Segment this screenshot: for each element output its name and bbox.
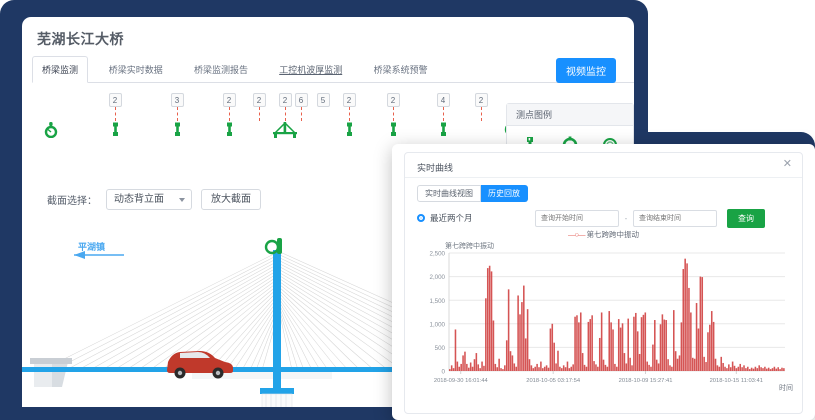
modal-segment-0[interactable]: 实时曲线视图 xyxy=(417,185,481,202)
sensor-connector-line xyxy=(229,107,230,121)
tab-3[interactable]: 工控机波厚监测 xyxy=(279,65,343,75)
strain-sensor-icon[interactable] xyxy=(428,121,458,139)
sensor-cell-9[interactable]: 2 xyxy=(378,90,408,137)
cable-bridge-icon[interactable] xyxy=(270,121,300,139)
svg-text:2018-10-05 03:17:54: 2018-10-05 03:17:54 xyxy=(526,378,581,384)
video-monitor-button[interactable]: 视频监控 xyxy=(556,58,616,83)
sensor-count-badge: 6 xyxy=(294,93,308,107)
section-selector-label: 截面选择： xyxy=(47,196,97,207)
date-range-separator: - xyxy=(624,214,628,223)
tab-1[interactable]: 桥梁实时数据 xyxy=(108,65,163,75)
sensor-count-badge: 2 xyxy=(278,93,292,107)
strain-sensor-icon[interactable] xyxy=(214,121,244,139)
sensor-cell-1[interactable]: 2 xyxy=(100,90,130,137)
sensor-count-badge: 2 xyxy=(386,93,400,107)
sensor-cell-11[interactable]: 2 xyxy=(466,90,496,121)
bridge-pylon xyxy=(273,250,281,390)
svg-text:2018-10-09 15:27:41: 2018-10-09 15:27:41 xyxy=(619,378,673,384)
modal-segment-group: 实时曲线视图 历史回放 xyxy=(417,185,528,202)
svg-text:1,500: 1,500 xyxy=(430,298,446,305)
sensor-count-badge: 5 xyxy=(316,93,330,107)
recent-range-radio[interactable]: 最近两个月 xyxy=(417,212,473,224)
bridge-location-label: 平湖镇 xyxy=(78,242,106,252)
sensor-count-badge: 2 xyxy=(222,93,236,107)
legend-marker-icon: —○— xyxy=(567,230,586,239)
direction-arrow-icon xyxy=(74,251,124,259)
sensor-connector-line xyxy=(481,107,482,121)
sensor-connector-line xyxy=(259,107,260,121)
sensor-connector-line xyxy=(115,107,116,121)
sensor-cell-10[interactable]: 4 xyxy=(428,90,458,137)
sensor-connector-line xyxy=(443,107,444,121)
svg-text:1,000: 1,000 xyxy=(430,321,446,328)
sensor-cell-2[interactable]: 3 xyxy=(162,90,192,137)
query-start-date-input[interactable] xyxy=(535,210,619,227)
sensor-cell-4[interactable]: 2 xyxy=(244,90,274,121)
strain-sensor-icon[interactable] xyxy=(100,121,130,139)
svg-text:2018-09-30 16:01:44: 2018-09-30 16:01:44 xyxy=(434,378,489,384)
sensor-count-badge: 2 xyxy=(342,93,356,107)
tab-4[interactable]: 桥梁系统预警 xyxy=(373,65,428,75)
gauge-sensor-icon[interactable] xyxy=(36,121,66,139)
sensor-cell-3[interactable]: 2 xyxy=(214,90,244,137)
sensor-cell-6[interactable]: 6 xyxy=(286,90,316,121)
svg-text:2018-10-15 11:03:41: 2018-10-15 11:03:41 xyxy=(710,378,763,384)
section-selector-value: 动态背立面 xyxy=(114,194,164,205)
modal-divider xyxy=(405,177,802,178)
sensor-count-badge: 4 xyxy=(436,93,450,107)
sensor-cell-5[interactable]: 2 xyxy=(270,90,300,138)
sensor-connector-line xyxy=(349,107,350,121)
tab-bar: 桥梁监测 桥梁实时数据 桥梁监测报告 工控机波厚监测 桥梁系统预警 xyxy=(32,56,634,83)
modal-title: 实时曲线 xyxy=(417,163,454,173)
query-button[interactable]: 查询 xyxy=(727,209,765,228)
radio-dot-icon xyxy=(417,214,425,222)
sensor-count-badge: 2 xyxy=(108,93,122,107)
sensor-connector-line xyxy=(285,107,286,121)
recent-range-label: 最近两个月 xyxy=(430,213,473,223)
sensor-count-badge: 2 xyxy=(252,93,266,107)
enlarge-section-button[interactable]: 放大截面 xyxy=(201,189,261,210)
section-selector-dropdown[interactable]: 动态背立面 xyxy=(106,189,192,210)
pylon-sensor-icon xyxy=(264,238,282,255)
chart-xlabel: 时间 xyxy=(779,385,793,392)
bridge-diagram[interactable]: 平湖镇 xyxy=(22,222,634,407)
strain-sensor-icon[interactable] xyxy=(162,121,192,139)
svg-text:2,500: 2,500 xyxy=(430,251,446,258)
chart-legend-label: 第七跨跨中振动 xyxy=(586,230,640,239)
bridge-diagram-svg xyxy=(22,238,634,407)
svg-text:500: 500 xyxy=(435,345,446,352)
sensor-cell-8[interactable]: 2 xyxy=(334,90,364,137)
strain-sensor-icon[interactable] xyxy=(378,121,408,139)
svg-text:0: 0 xyxy=(442,369,446,376)
tab-0[interactable]: 桥梁监测 xyxy=(32,56,89,83)
tab-2[interactable]: 桥梁监测报告 xyxy=(194,65,249,75)
chevron-down-icon xyxy=(179,198,185,202)
section-selector-bar: 截面选择： 动态背立面 放大截面 xyxy=(47,189,261,210)
sensor-connector-line xyxy=(177,107,178,121)
sensor-count-badge: 2 xyxy=(474,93,488,107)
svg-text:2,000: 2,000 xyxy=(430,274,446,281)
modal-filter-row: 最近两个月 - 查询 xyxy=(417,209,790,229)
chart-legend[interactable]: —○— 第七跨跨中振动 xyxy=(405,229,802,240)
vehicle-icon xyxy=(167,351,233,379)
date-range-group: - 查询 xyxy=(535,209,765,228)
bridge-abutment xyxy=(30,358,72,387)
modal-segment-1[interactable]: 历史回放 xyxy=(481,185,528,202)
sensor-connector-line xyxy=(393,107,394,121)
page-title: 芜湖长江大桥 xyxy=(37,31,124,47)
legend-panel-title: 测点图例 xyxy=(507,104,633,126)
bridge-deck xyxy=(22,367,634,372)
chart-title: 第七跨跨中振动 xyxy=(445,243,494,250)
query-end-date-input[interactable] xyxy=(633,210,717,227)
sensor-cell-7[interactable]: 5 xyxy=(308,90,338,108)
sensor-connector-line xyxy=(301,107,302,121)
close-icon[interactable]: ✕ xyxy=(782,158,792,170)
vibration-chart: 第七跨跨中振动 0 500 1,000 1,500 2,000 2,500 2018-09-… xyxy=(415,241,793,406)
sensor-count-badge: 3 xyxy=(170,93,184,107)
strain-sensor-icon[interactable] xyxy=(334,121,364,139)
chart-svg: 0 500 1,000 1,500 2,000 2,500 2018-09-30 16:01… xyxy=(430,251,785,384)
